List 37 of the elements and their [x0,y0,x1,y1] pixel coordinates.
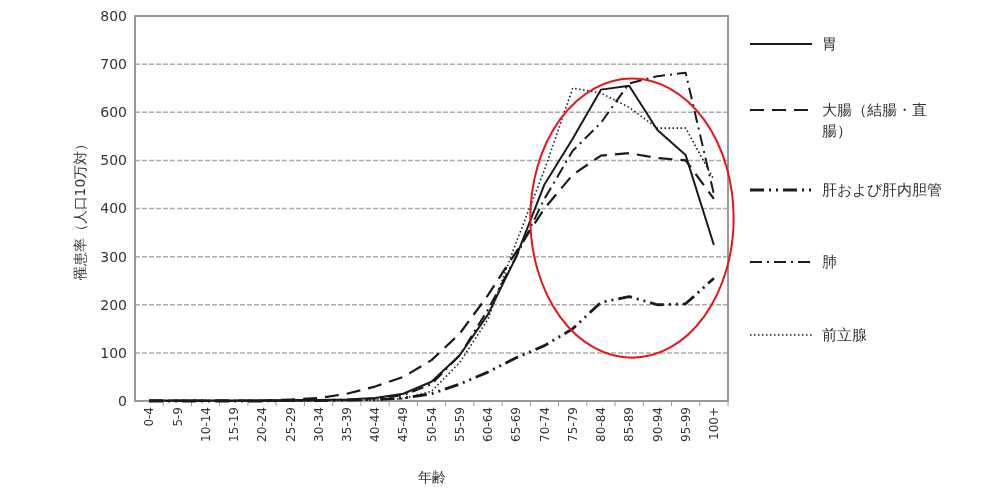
x-tick-label: 60-64 [481,407,496,442]
x-tick-label: 15-19 [227,407,242,442]
x-tick-label: 50-54 [424,407,439,442]
y-axis-title: 罹患率（人口10万対） [71,136,88,282]
y-tick-label: 700 [100,56,127,73]
y-tick-label: 600 [100,104,127,121]
y-tick-label: 500 [100,152,127,169]
legend-label: 肝および肝内胆管 [822,181,942,200]
x-tick-label: 65-69 [509,407,524,442]
x-tick-label: 100+ [707,407,722,440]
x-tick-label: 75-79 [565,407,580,442]
x-tick-label: 55-59 [452,407,467,442]
legend-label: 大腸（結腸・直腸） [822,101,927,141]
legend-label: 前立腺 [822,326,867,345]
x-tick-label: 45-49 [396,407,411,442]
x-tick-label: 5-9 [170,407,185,427]
x-tick-label: 40-44 [368,407,383,442]
y-tick-label: 200 [100,296,127,313]
x-tick-label: 95-99 [678,407,693,442]
x-tick-label: 20-24 [255,407,270,442]
y-tick-label: 100 [100,344,127,361]
x-tick-label: 35-39 [339,407,354,442]
x-tick-label: 85-89 [622,407,637,442]
legend-label: 肺 [822,253,837,272]
x-tick-label: 0-4 [142,407,157,427]
x-tick-label: 10-14 [198,407,213,442]
y-tick-label: 800 [100,7,127,24]
y-tick-label: 400 [100,200,127,217]
x-tick-label: 70-74 [537,407,552,442]
legend-label: 胃 [822,35,837,54]
x-tick-label: 80-84 [594,407,609,442]
x-axis-title: 年齢 [417,469,446,485]
x-tick-label: 25-29 [283,407,298,442]
x-tick-label: 30-34 [311,407,326,442]
y-tick-label: 300 [100,248,127,265]
y-tick-label: 0 [118,392,127,409]
x-tick-label: 90-94 [650,407,665,442]
